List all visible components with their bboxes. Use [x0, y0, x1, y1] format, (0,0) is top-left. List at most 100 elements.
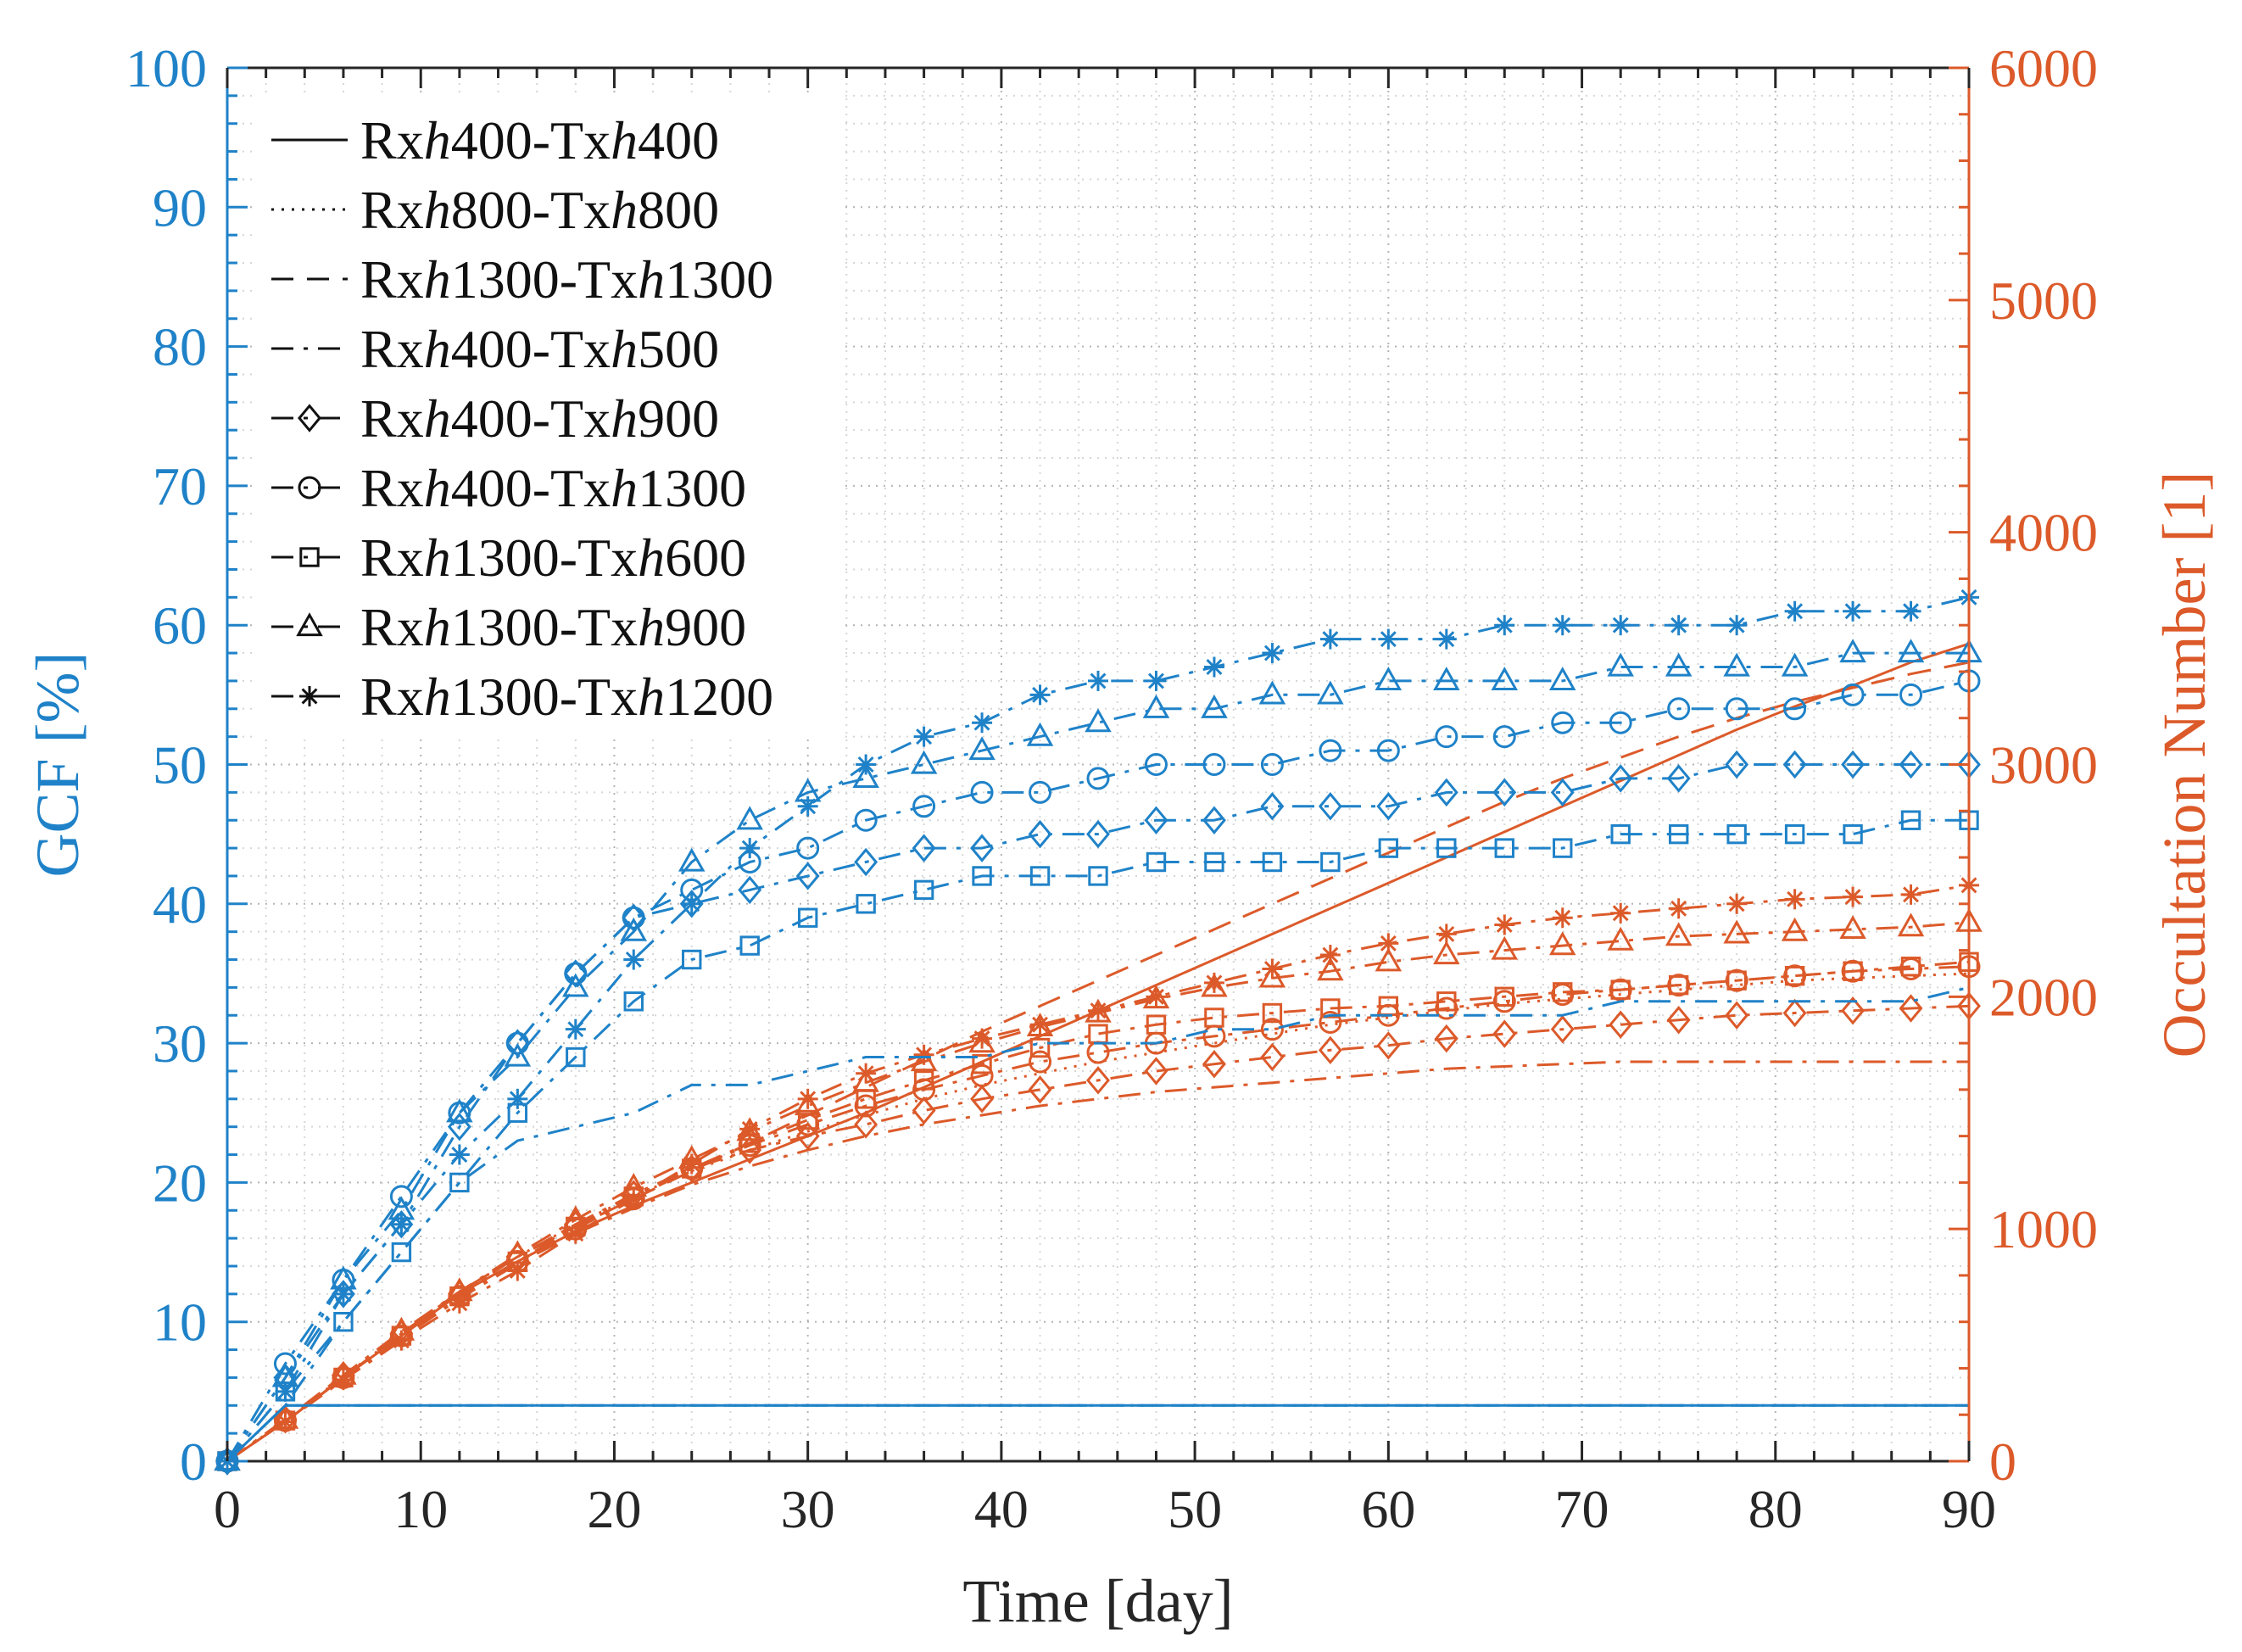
marker-star-stroke	[1438, 925, 1455, 942]
legend-label-part: h	[638, 527, 665, 588]
marker-square	[391, 1242, 412, 1263]
marker-star-stroke	[1148, 988, 1164, 1005]
marker-star-stroke	[683, 1156, 700, 1172]
marker-square	[972, 866, 992, 886]
marker-square	[797, 907, 818, 928]
y-left-tick-label: 40	[153, 874, 207, 935]
marker-square	[1553, 838, 1573, 858]
legend-entry: Rxh400-Txh1300	[271, 458, 746, 518]
marker-diamond	[1666, 1005, 1691, 1035]
gcf-line	[226, 763, 1969, 1462]
occultation-line	[226, 965, 1970, 1463]
marker-star-stroke	[509, 1091, 526, 1108]
marker-circle	[1609, 711, 1632, 734]
y-left-tick-label: 0	[180, 1432, 207, 1492]
marker-star	[681, 1153, 702, 1175]
marker-triangle	[1085, 708, 1112, 733]
marker-square	[623, 991, 644, 1012]
marker-square	[856, 894, 876, 914]
legend-label-part: 400-Tx	[451, 110, 611, 170]
marker-diamond	[854, 847, 878, 877]
marker-star-stroke	[1612, 617, 1629, 633]
legend-label: Rxh1300-Txh900	[360, 597, 746, 657]
marker-triangle	[296, 612, 323, 637]
marker-square	[1668, 974, 1689, 996]
marker-triangle	[1548, 667, 1576, 691]
series-layer	[214, 587, 1983, 1476]
y-left-tick-label: 60	[153, 595, 207, 656]
marker-square	[1900, 957, 1921, 977]
y-left-tick-label: 50	[153, 735, 207, 795]
x-tick-label: 90	[1942, 1479, 1996, 1539]
marker-diamond	[738, 1136, 762, 1164]
marker-star	[797, 795, 818, 817]
y-right-tick-label: 3000	[1989, 735, 2098, 795]
marker-triangle	[1491, 667, 1519, 691]
marker-star-stroke	[567, 1021, 584, 1038]
marker-diamond	[970, 834, 995, 862]
legend-entry: Rxh1300-Txh600	[271, 527, 746, 588]
occultation-line	[226, 661, 1970, 1463]
marker-star-stroke	[277, 1383, 293, 1400]
marker-star-stroke	[393, 1216, 410, 1233]
legend-label-part: Rx	[360, 527, 424, 588]
marker-triangle	[1201, 973, 1228, 997]
y-right-tick-label: 2000	[1989, 967, 2098, 1027]
marker-diamond	[1782, 750, 1807, 779]
marker-star	[1262, 643, 1283, 664]
marker-square	[1726, 970, 1747, 991]
marker-triangle	[852, 764, 879, 789]
marker-star-stroke	[916, 1046, 933, 1063]
marker-circle	[1899, 683, 1923, 706]
marker-star-stroke	[1380, 935, 1397, 952]
marker-circle	[298, 476, 321, 500]
marker-triangle	[678, 847, 706, 872]
marker-star-stroke	[1032, 1016, 1048, 1033]
marker-star	[1494, 615, 1515, 636]
marker-star-stroke	[1322, 946, 1339, 963]
marker-circle	[1725, 697, 1748, 721]
marker-star	[1029, 684, 1051, 706]
marker-circle	[1841, 683, 1865, 706]
marker-circle	[1144, 753, 1168, 776]
marker-star-stroke	[335, 1286, 352, 1303]
legend-label-part: Rx	[360, 458, 424, 518]
legend-label-part: 400-Tx	[451, 388, 611, 449]
marker-diamond	[1609, 1010, 1633, 1039]
marker-star-stroke	[683, 896, 700, 913]
legend-label-part: 1300-Tx	[451, 597, 638, 657]
legend-label-part: h	[424, 110, 451, 170]
legend-label-part: 1300-Tx	[451, 667, 638, 727]
gcf-line	[226, 651, 1969, 1462]
y-right-axis-title: Occultation Number [1]	[2150, 472, 2218, 1058]
marker-star	[1029, 1014, 1051, 1035]
marker-square	[1320, 851, 1341, 873]
marker-star	[1726, 893, 1748, 914]
marker-star-stroke	[973, 1030, 990, 1047]
marker-circle	[970, 780, 994, 804]
series-rxh400-txh500-gcf	[226, 985, 1970, 1463]
gcf-line	[226, 985, 1970, 1463]
marker-circle	[1260, 1018, 1284, 1041]
marker-star-stroke	[973, 714, 990, 731]
marker-star	[1843, 600, 1864, 622]
legend-entry: Rxh1300-Txh900	[271, 597, 746, 657]
legend-entry: Rxh1300-Txh1200	[271, 667, 773, 727]
marker-triangle	[1839, 915, 1866, 940]
marker-circle	[1492, 990, 1516, 1013]
marker-star	[299, 686, 320, 706]
marker-star	[1378, 628, 1399, 650]
marker-star	[1146, 670, 1167, 691]
legend-label-part: h	[611, 458, 638, 518]
legend-label-part: 900	[638, 388, 719, 449]
marker-circle	[1376, 739, 1400, 762]
x-tick-label: 80	[1748, 1479, 1803, 1539]
marker-star	[739, 1119, 761, 1140]
marker-square	[1726, 823, 1747, 845]
series-rxh1300-txh1300-gcf	[226, 1404, 1969, 1463]
marker-diamond	[1434, 1024, 1458, 1053]
marker-triangle	[620, 917, 648, 941]
legend-label-part: h	[424, 667, 451, 727]
marker-circle	[1435, 996, 1458, 1020]
